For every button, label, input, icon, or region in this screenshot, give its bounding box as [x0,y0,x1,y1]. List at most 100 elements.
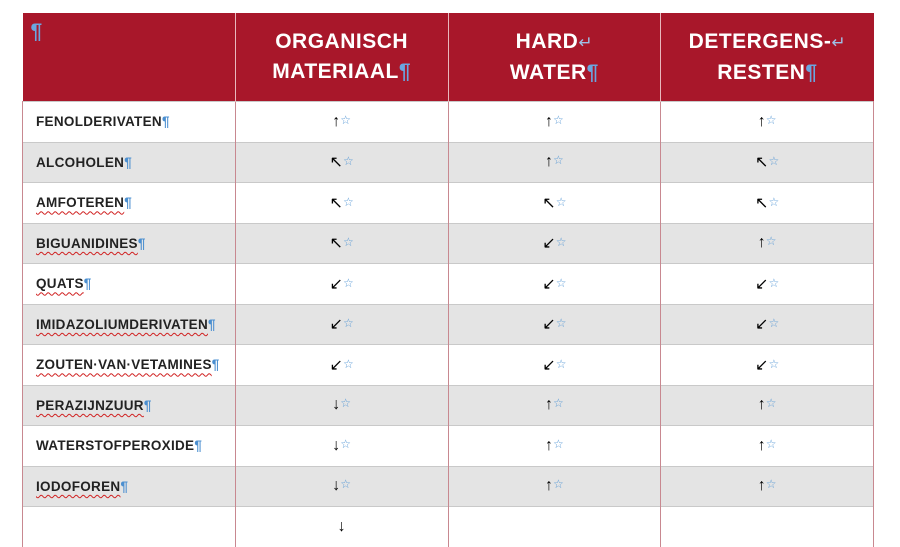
arrow-icon: ↑ [757,234,766,252]
arrow-icon: ↑ [544,153,553,171]
value-cell[interactable]: ↖☆ [660,141,874,183]
value-cell[interactable]: ↙☆ [447,344,661,385]
arrow-icon: ↙ [755,275,769,293]
header-hard-water[interactable]: HARD↵ WATER¶ [447,13,661,102]
value-cell[interactable]: ↙☆ [234,303,448,345]
value-cell[interactable]: ↑☆ [660,425,874,466]
end-of-cell-icon: ☆ [342,316,354,331]
end-of-cell-icon: ☆ [552,396,564,411]
end-of-cell-icon: ☆ [340,396,351,411]
table-row: WATERSTOFPEROXIDE¶ ↓☆ ↑☆ ↑☆ [22,425,874,466]
value-cell[interactable]: ↓ [234,506,448,547]
row-label-cell[interactable]: BIGUANIDINES¶ [22,222,236,264]
row-label: FENOLDERIVATEN [36,114,162,130]
arrow-icon: ↓ [332,396,341,414]
pilcrow-mark: ¶ [208,316,216,332]
value-cell[interactable]: ↙☆ [660,263,874,304]
row-label-cell[interactable]: ZOUTEN·VAN·VETAMINES¶ [22,344,236,385]
row-label-cell[interactable]: AMFOTEREN¶ [22,182,236,223]
header-text: RESTEN [717,60,806,84]
arrow-icon: ↑ [757,396,766,414]
line-break-mark: ↵ [578,32,594,52]
value-cell[interactable] [447,506,661,547]
pilcrow-mark: ¶ [805,60,818,84]
row-label-cell[interactable]: PERAZIJNZUUR¶ [22,384,236,426]
value-cell[interactable]: ↙☆ [447,303,661,345]
value-cell[interactable]: ↖☆ [234,182,448,223]
arrow-icon: ↖ [755,194,769,212]
end-of-cell-icon: ☆ [768,275,780,290]
arrow-icon: ↑ [757,477,766,495]
table-row: QUATS¶ ↙☆ ↙☆ ↙☆ [22,263,874,304]
value-cell[interactable]: ↑☆ [447,465,661,507]
arrow-icon: ↑ [757,436,766,454]
value-cell[interactable]: ↖☆ [234,141,448,183]
value-cell[interactable]: ↓☆ [234,384,448,426]
table-row: ↓ [22,506,874,547]
value-cell[interactable]: ↙☆ [660,303,874,345]
arrow-icon: ↙ [755,316,769,334]
value-cell[interactable]: ↖☆ [447,182,661,223]
value-cell[interactable]: ↑☆ [660,465,874,507]
pilcrow-mark: ¶ [398,60,412,83]
value-cell[interactable]: ↖☆ [660,182,874,223]
table-row: ZOUTEN·VAN·VETAMINES¶ ↙☆ ↙☆ ↙☆ [22,344,874,385]
end-of-cell-icon: ☆ [342,275,354,290]
row-label-cell[interactable]: QUATS¶ [22,263,236,304]
end-of-cell-icon: ☆ [555,235,567,250]
row-label-cell[interactable] [22,506,236,547]
arrow-icon: ↖ [329,235,343,253]
header-text: HARD [515,29,579,53]
value-cell[interactable]: ↙☆ [660,344,874,385]
pilcrow-mark: ¶ [30,20,43,43]
value-cell[interactable]: ↙☆ [234,263,448,304]
value-cell[interactable]: ↑☆ [660,384,874,426]
arrow-icon: ↙ [755,356,769,374]
row-label-cell[interactable]: IMIDAZOLIUMDERIVATEN¶ [22,303,236,345]
value-cell[interactable]: ↑☆ [447,141,661,183]
value-cell[interactable]: ↑☆ [447,384,661,426]
line-break-mark: ↵ [831,32,847,52]
value-cell[interactable]: ↑☆ [447,101,661,142]
value-cell[interactable]: ↓☆ [234,465,448,507]
value-cell[interactable]: ↓☆ [234,425,448,466]
row-label-cell[interactable]: WATERSTOFPEROXIDE¶ [22,425,236,466]
table-row: IMIDAZOLIUMDERIVATEN¶ ↙☆ ↙☆ ↙☆ [22,303,874,345]
end-of-cell-icon: ☆ [342,356,354,371]
pilcrow-mark: ¶ [211,357,220,373]
row-label-cell[interactable]: ALCOHOLEN¶ [22,141,236,183]
pilcrow-mark: ¶ [83,276,92,292]
end-of-cell-icon: ☆ [768,356,780,371]
value-cell[interactable]: ↙☆ [447,222,661,264]
end-of-cell-icon: ☆ [342,235,354,250]
value-cell[interactable]: ↙☆ [234,344,448,385]
value-cell[interactable]: ↙☆ [447,263,661,304]
end-of-cell-icon: ☆ [555,194,567,209]
end-of-cell-icon: ☆ [555,316,567,331]
row-label: ZOUTEN·VAN·VETAMINES [36,357,212,373]
table-row: PERAZIJNZUUR¶ ↓☆ ↑☆ ↑☆ [22,384,874,426]
end-of-cell-icon: ☆ [340,477,351,492]
value-cell[interactable] [660,506,874,547]
arrow-icon: ↙ [329,316,343,334]
arrow-icon: ↑ [757,112,766,130]
value-cell[interactable]: ↑☆ [447,425,661,466]
header-corner[interactable]: ¶ [22,13,236,102]
table-row: FENOLDERIVATEN¶ ↑☆ ↑☆ ↑☆ [22,101,874,142]
value-cell[interactable]: ↑☆ [660,101,874,142]
header-text: MATERIAAL [272,60,399,83]
header-detergensresten[interactable]: DETERGENS-↵ RESTEN¶ [660,13,874,102]
value-cell[interactable]: ↑☆ [234,101,448,142]
table-row: AMFOTEREN¶ ↖☆ ↖☆ ↖☆ [22,182,874,223]
end-of-cell-icon: ☆ [340,112,351,127]
value-cell[interactable]: ↑☆ [660,222,874,264]
end-of-cell-icon: ☆ [555,275,567,290]
row-label-cell[interactable]: IODOFOREN¶ [22,465,236,507]
header-organisch-materiaal[interactable]: ORGANISCH MATERIAAL¶ [234,13,448,102]
row-label-cell[interactable]: FENOLDERIVATEN¶ [22,101,236,142]
value-cell[interactable]: ↖☆ [234,222,448,264]
end-of-cell-icon: ☆ [552,477,564,492]
end-of-cell-icon: ☆ [768,316,780,331]
table-row: IODOFOREN¶ ↓☆ ↑☆ ↑☆ [22,465,874,507]
arrow-icon: ↑ [544,436,553,454]
